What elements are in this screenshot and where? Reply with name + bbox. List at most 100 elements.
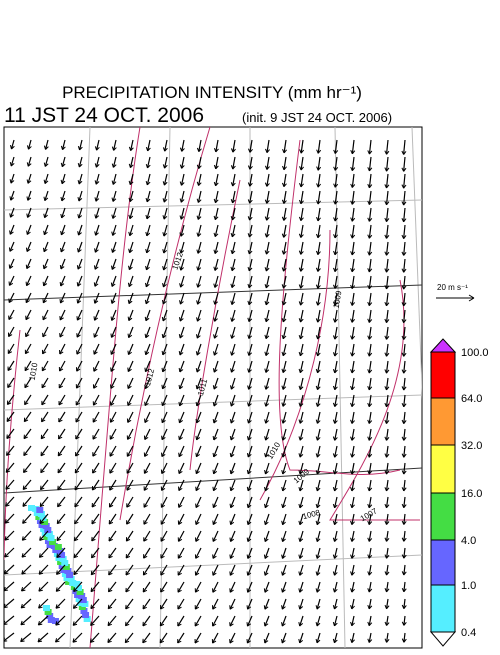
wind-vector <box>146 190 151 203</box>
wind-vector <box>21 581 32 592</box>
wind-vector <box>4 547 15 558</box>
precip-cell <box>44 609 52 615</box>
wind-arrowhead <box>298 233 304 238</box>
wind-arrowhead <box>24 400 29 406</box>
wind-vector <box>300 139 304 154</box>
wind-arrowhead <box>110 350 115 355</box>
wind-arrowhead <box>384 621 390 626</box>
wind-arrowhead <box>195 469 200 475</box>
wind-vector <box>317 224 321 238</box>
wind-vector <box>179 309 185 322</box>
wind-arrowhead <box>281 233 287 238</box>
precip-cell <box>61 560 69 566</box>
colorbar-label: 16.0 <box>461 488 482 500</box>
wind-vector <box>60 258 66 270</box>
wind-arrowhead <box>264 182 270 187</box>
wind-vector <box>146 224 151 237</box>
wind-vector <box>195 496 202 508</box>
wind-arrowhead <box>247 250 253 255</box>
wind-arrowhead <box>40 434 46 440</box>
precip-cell <box>49 539 57 545</box>
wind-arrowhead <box>350 369 355 374</box>
wind-vector <box>9 241 15 252</box>
wind-arrowhead <box>298 436 304 441</box>
wind-vector <box>316 394 321 407</box>
wind-arrowhead <box>281 317 287 323</box>
wind-vector <box>177 632 185 644</box>
wind-arrowhead <box>332 335 338 340</box>
wind-vector <box>213 394 219 407</box>
wind-vector <box>56 547 66 558</box>
wind-vector <box>368 139 372 155</box>
wind-vector <box>76 360 83 372</box>
wind-vector <box>196 394 202 407</box>
wind-arrowhead <box>142 604 147 610</box>
wind-arrowhead <box>298 470 304 475</box>
wind-arrowhead <box>246 639 251 644</box>
wind-vector <box>214 309 219 322</box>
wind-arrowhead <box>246 622 252 627</box>
wind-arrowhead <box>384 604 390 610</box>
wind-arrowhead <box>281 301 287 306</box>
wind-vector <box>143 479 151 491</box>
wind-arrowhead <box>367 183 373 189</box>
wind-vector <box>249 190 253 204</box>
wind-vector <box>248 292 253 305</box>
wind-vector <box>248 377 253 390</box>
wind-arrowhead <box>194 571 200 576</box>
wind-vector <box>229 598 236 610</box>
wind-vector <box>126 496 134 508</box>
wind-arrowhead <box>162 164 168 169</box>
wind-arrowhead <box>230 283 236 289</box>
wind-vector <box>299 462 304 475</box>
wind-vector <box>334 224 338 239</box>
wind-vector <box>77 258 83 270</box>
wind-vector <box>9 258 15 269</box>
wind-vector <box>368 190 372 205</box>
wind-vector <box>351 377 355 390</box>
wind-vector <box>26 241 32 252</box>
wind-vector <box>230 513 236 525</box>
wind-arrowhead <box>162 266 167 271</box>
wind-vector <box>281 530 287 542</box>
wind-arrowhead <box>92 469 97 474</box>
wind-arrowhead <box>367 318 373 323</box>
wind-arrowhead <box>55 638 60 643</box>
wind-arrowhead <box>194 639 199 644</box>
wind-vector <box>195 428 202 441</box>
wind-arrowhead <box>332 301 338 306</box>
wind-vector <box>282 326 287 339</box>
wind-vector <box>94 275 100 287</box>
wind-vector <box>368 377 372 390</box>
wind-arrowhead <box>160 486 166 491</box>
wind-arrowhead <box>7 366 12 372</box>
wind-arrowhead <box>89 638 95 643</box>
wind-arrowhead <box>26 196 32 201</box>
wind-vector <box>42 309 49 321</box>
wind-arrowhead <box>212 520 217 525</box>
wind-vector <box>125 564 134 576</box>
wind-vector <box>265 360 270 373</box>
wind-vector <box>129 173 134 185</box>
wind-arrowhead <box>401 386 407 391</box>
wind-vector <box>385 598 389 609</box>
wind-arrowhead <box>127 282 133 288</box>
wind-vector <box>44 139 49 150</box>
wind-arrowhead <box>247 233 253 238</box>
precip-cell <box>73 581 81 587</box>
wind-arrowhead <box>333 250 338 256</box>
wind-vector <box>143 530 151 542</box>
wind-vector <box>178 411 185 424</box>
wind-arrowhead <box>60 230 65 236</box>
wind-arrowhead <box>160 588 165 593</box>
wind-arrowhead <box>367 503 373 509</box>
wind-vector <box>180 224 185 237</box>
wind-arrowhead <box>196 181 202 186</box>
wind-arrowhead <box>332 588 338 593</box>
wind-arrowhead <box>384 167 390 172</box>
wind-vector <box>403 360 406 374</box>
wind-arrowhead <box>367 335 373 340</box>
wind-arrowhead <box>401 335 407 340</box>
wind-vector <box>40 428 49 440</box>
wind-vector <box>351 479 355 492</box>
